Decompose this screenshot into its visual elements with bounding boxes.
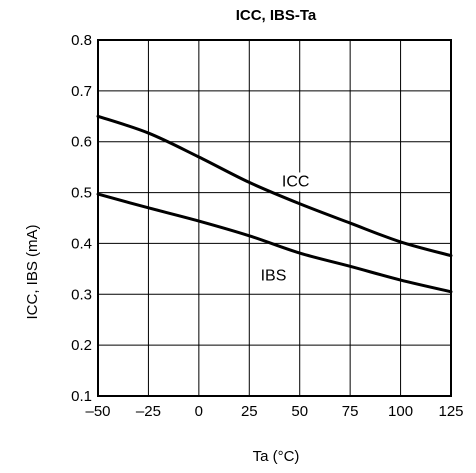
y-tick-labels: 0.1 0.2 0.3 0.4 0.5 0.6 0.7 0.8 [71, 32, 92, 405]
series-label-background [273, 172, 318, 192]
series-label-icc: ICC [282, 173, 310, 190]
series-label-background [251, 266, 296, 286]
grid [98, 40, 451, 396]
x-tick-label: 0 [195, 403, 203, 420]
y-tick-label: 0.1 [71, 388, 92, 405]
series-line-icc [96, 114, 453, 258]
x-tick-label: 25 [241, 403, 258, 420]
series-label-ibs: IBS [261, 268, 287, 285]
series-layer [96, 114, 453, 294]
y-axis-label: ICC, IBS (mA) [24, 224, 41, 319]
y-tick-label: 0.5 [71, 185, 92, 202]
y-tick-label: 0.8 [71, 32, 92, 49]
y-tick-label: 0.3 [71, 286, 92, 303]
y-tick-label: 0.2 [71, 337, 92, 354]
y-tick-label: 0.6 [71, 134, 92, 151]
x-tick-label: 100 [388, 403, 413, 420]
x-axis-label: Ta (°C) [253, 448, 300, 465]
y-tick-label: 0.7 [71, 83, 92, 100]
x-tick-labels: –50 –25 0 25 50 75 100 125 [85, 403, 463, 420]
plot-frame [97, 39, 452, 397]
chart-title: ICC, IBS-Ta [236, 7, 317, 24]
series-line-ibs [96, 192, 453, 294]
series-labels: ICC IBS [251, 172, 318, 286]
y-tick-label: 0.4 [71, 235, 92, 252]
x-tick-label: 75 [342, 403, 359, 420]
x-tick-label: –50 [85, 403, 110, 420]
x-tick-label: –25 [136, 403, 161, 420]
x-tick-label: 50 [291, 403, 308, 420]
x-tick-label: 125 [438, 403, 463, 420]
